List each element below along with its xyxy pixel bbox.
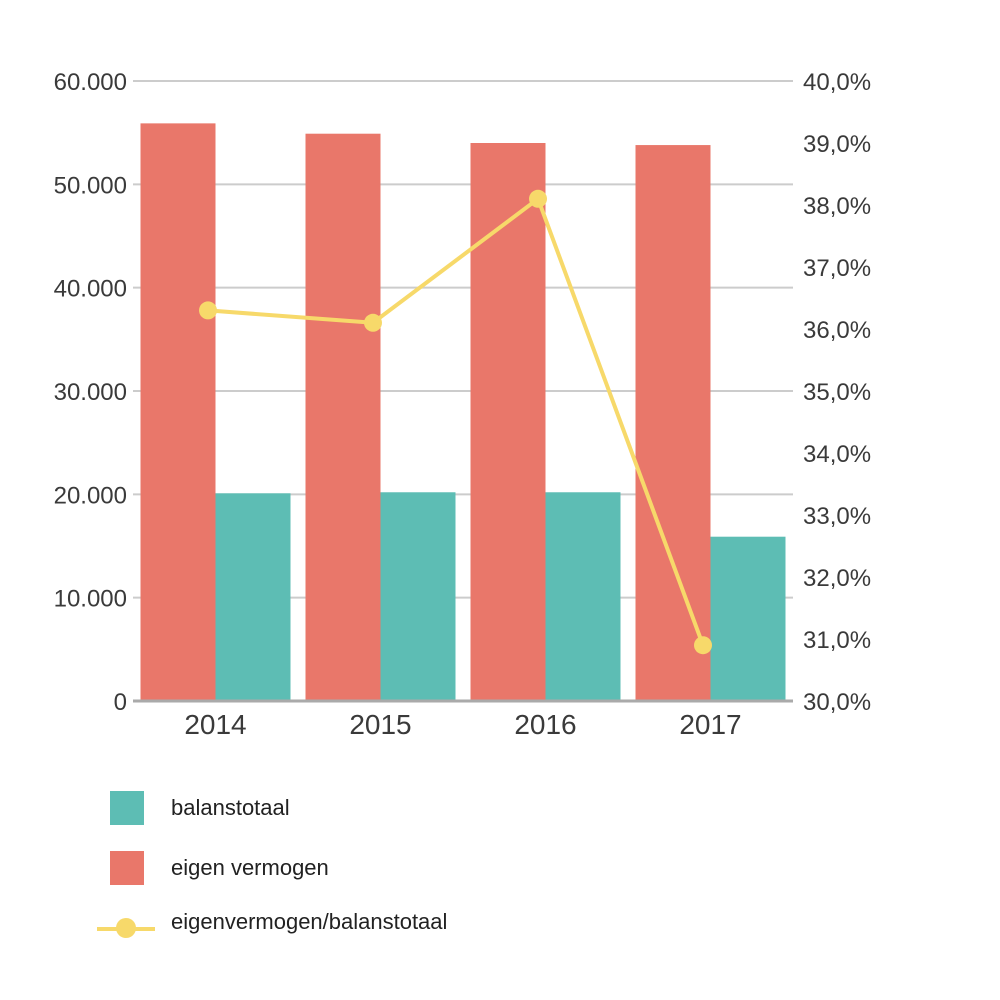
- legend-marker-ratio: [116, 918, 136, 938]
- ratio-line-series: [199, 189, 712, 655]
- x-category-label: 2017: [679, 709, 741, 740]
- ratio-point-2017: [694, 636, 712, 655]
- ratio-line: [207, 196, 705, 646]
- left-y-axis-ticks: 0 10.000 20.000 30.000 40.000 50.000 60.000: [54, 69, 127, 716]
- x-category-label: 2014: [184, 709, 246, 740]
- bar-balanstotaal-2014: [215, 493, 291, 701]
- right-y-tick-label: 36,0%: [803, 317, 871, 344]
- right-y-axis-ticks: 30,0% 31,0% 32,0% 33,0% 34,0% 35,0% 36,0% 37,0%…: [803, 69, 871, 716]
- right-y-tick-label: 31,0%: [803, 627, 871, 654]
- right-y-tick-label: 32,0%: [803, 565, 871, 592]
- right-y-tick-label: 30,0%: [803, 689, 871, 716]
- legend-swatch-eigen-vermogen: [110, 851, 144, 885]
- right-y-tick-label: 34,0%: [803, 441, 871, 468]
- chart: 0 10.000 20.000 30.000 40.000 50.000 60.000 30…: [54, 69, 871, 740]
- left-y-tick-label: 0: [114, 689, 127, 716]
- left-y-tick-label: 50.000: [54, 172, 127, 199]
- bar-eigen-vermogen-2015: [305, 133, 381, 701]
- right-y-tick-label: 39,0%: [803, 131, 871, 158]
- x-axis-category-labels: 2014 2015 2016 2017: [184, 709, 741, 740]
- legend-swatch-balanstotaal: [110, 791, 144, 825]
- legend-label-ratio: eigenvermogen/balanstotaal: [171, 909, 448, 934]
- left-y-tick-label: 30.000: [54, 379, 127, 406]
- ratio-point-2016: [529, 189, 547, 208]
- ratio-point-2014: [199, 301, 217, 320]
- left-y-tick-label: 10.000: [54, 586, 127, 613]
- bar-eigen-vermogen-2016: [470, 143, 546, 701]
- left-y-tick-label: 20.000: [54, 482, 127, 509]
- right-y-tick-label: 33,0%: [803, 503, 871, 530]
- bar-balanstotaal-2015: [380, 492, 456, 701]
- bars: [140, 123, 786, 702]
- bar-eigen-vermogen-2014: [140, 123, 216, 701]
- right-y-tick-label: 37,0%: [803, 255, 871, 282]
- right-y-tick-label: 38,0%: [803, 193, 871, 220]
- x-category-label: 2016: [514, 709, 576, 740]
- right-y-tick-label: 40,0%: [803, 69, 871, 96]
- bar-eigen-vermogen-2017: [635, 145, 711, 702]
- legend-label-balanstotaal: balanstotaal: [171, 795, 290, 820]
- bar-balanstotaal-2016: [545, 492, 621, 701]
- left-y-tick-label: 40.000: [54, 276, 127, 303]
- left-y-tick-label: 60.000: [54, 69, 127, 96]
- right-y-tick-label: 35,0%: [803, 379, 871, 406]
- legend-label-eigen-vermogen: eigen vermogen: [171, 855, 329, 880]
- ratio-point-2015: [364, 313, 382, 332]
- bar-balanstotaal-2017: [710, 536, 786, 701]
- x-category-label: 2015: [349, 709, 411, 740]
